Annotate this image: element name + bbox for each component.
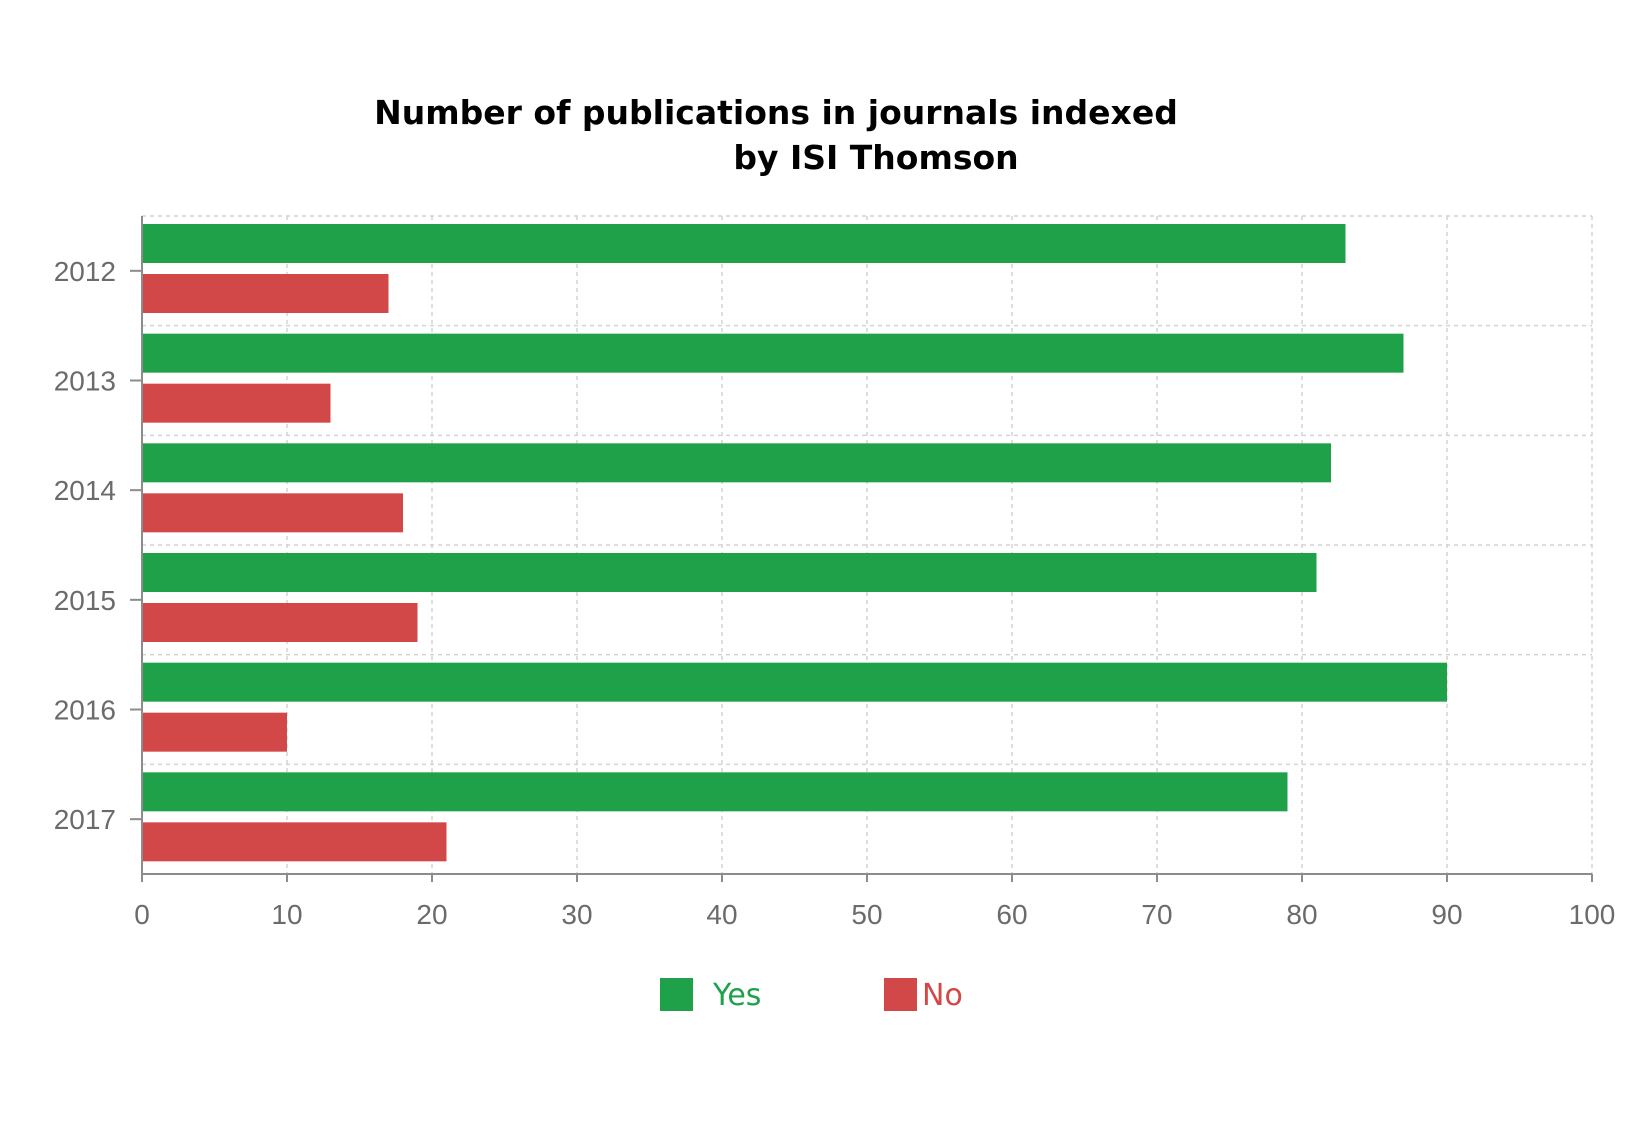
x-tick-label: 80 bbox=[1286, 899, 1317, 930]
x-tick-label: 0 bbox=[134, 899, 150, 930]
legend-swatch-yes bbox=[660, 978, 693, 1011]
x-tick-label: 90 bbox=[1431, 899, 1462, 930]
y-tick-label: 2016 bbox=[54, 695, 116, 726]
bar-yes-2017[interactable] bbox=[142, 772, 1288, 812]
y-axis-tick-labels: 2012 2013 2014 2015 2016 2017 bbox=[54, 256, 116, 835]
x-axis-tick-labels: 0 10 20 30 40 50 60 70 80 90 100 bbox=[134, 899, 1615, 930]
legend: Yes No bbox=[660, 978, 963, 1013]
x-tick-label: 60 bbox=[996, 899, 1027, 930]
bar-no-2013[interactable] bbox=[142, 383, 331, 423]
bar-no-2017[interactable] bbox=[142, 822, 447, 862]
bars bbox=[142, 224, 1447, 862]
y-tick-label: 2014 bbox=[54, 475, 116, 506]
bar-yes-2013[interactable] bbox=[142, 333, 1404, 373]
legend-item-yes[interactable]: Yes bbox=[660, 978, 761, 1013]
bar-yes-2016[interactable] bbox=[142, 662, 1447, 702]
bar-yes-2012[interactable] bbox=[142, 224, 1346, 263]
x-tick-label: 10 bbox=[271, 899, 302, 930]
x-tick-label: 30 bbox=[561, 899, 592, 930]
legend-swatch-no bbox=[884, 978, 917, 1011]
axes bbox=[130, 216, 1593, 882]
x-tick-label: 40 bbox=[706, 899, 737, 930]
bar-no-2016[interactable] bbox=[142, 712, 287, 752]
bar-yes-2015[interactable] bbox=[142, 553, 1317, 592]
y-tick-label: 2012 bbox=[54, 256, 116, 287]
legend-label-yes: Yes bbox=[712, 978, 761, 1013]
chart-title-line-2: by ISI Thomson bbox=[733, 138, 1018, 177]
y-tick-label: 2017 bbox=[54, 804, 116, 835]
chart-title: Number of publications in journals index… bbox=[374, 93, 1178, 177]
bar-yes-2014[interactable] bbox=[142, 443, 1331, 483]
x-tick-label: 50 bbox=[851, 899, 882, 930]
legend-item-no[interactable]: No bbox=[884, 978, 963, 1013]
bar-no-2015[interactable] bbox=[142, 603, 418, 642]
y-tick-label: 2013 bbox=[54, 366, 116, 397]
bar-no-2014[interactable] bbox=[142, 493, 403, 533]
x-tick-label: 70 bbox=[1141, 899, 1172, 930]
chart-title-line-1: Number of publications in journals index… bbox=[374, 93, 1178, 132]
legend-label-no: No bbox=[922, 978, 963, 1013]
x-tick-label: 20 bbox=[416, 899, 447, 930]
x-tick-label: 100 bbox=[1569, 899, 1616, 930]
bar-no-2012[interactable] bbox=[142, 274, 389, 313]
grid bbox=[142, 215, 1593, 874]
y-tick-label: 2015 bbox=[54, 585, 116, 616]
